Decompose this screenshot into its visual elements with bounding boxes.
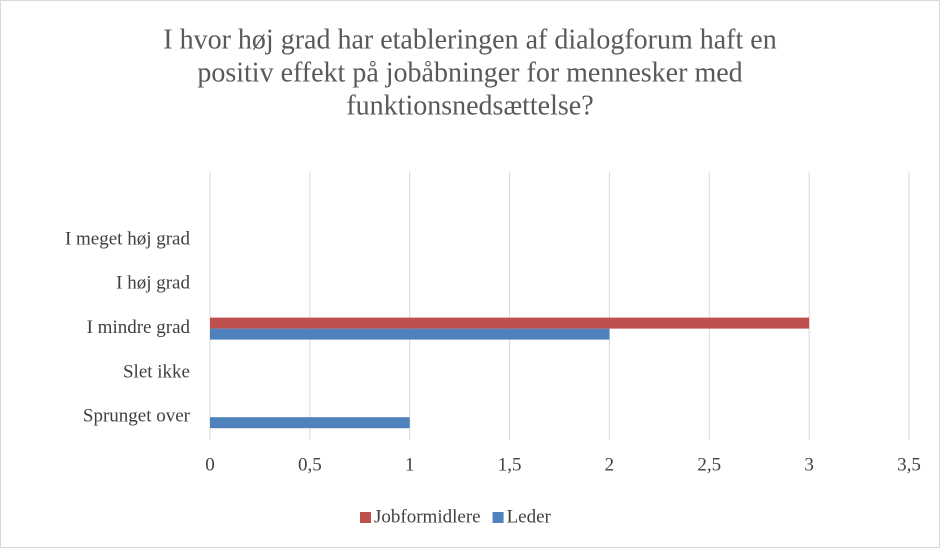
x-tick-label: 2	[605, 454, 615, 475]
legend-label: Jobformidlere	[374, 506, 481, 527]
y-tick-label: I mindre grad	[87, 317, 191, 338]
legend-swatch	[492, 512, 504, 523]
x-tick-label: 3,5	[897, 454, 921, 475]
x-tick-label: 1	[405, 454, 415, 475]
y-tick-label: I høj grad	[116, 273, 190, 294]
bar	[210, 417, 410, 429]
x-tick-label: 1,5	[498, 454, 522, 475]
chart-title: positiv effekt på jobåbninger for mennes…	[197, 57, 742, 88]
x-tick-label: 2,5	[697, 454, 721, 475]
chart-title: funktionsnedsættelse?	[346, 90, 593, 121]
x-tick-label: 3	[804, 454, 814, 475]
legend-swatch	[360, 512, 371, 523]
legend-label: Leder	[507, 506, 552, 527]
bar	[210, 328, 610, 340]
y-tick-label: Sprunget over	[83, 406, 191, 427]
chart-title: I hvor høj grad har etableringen af dial…	[163, 24, 776, 55]
y-tick-label: Slet ikke	[123, 361, 190, 382]
x-tick-label: 0	[205, 454, 215, 475]
bar	[210, 317, 810, 329]
x-tick-label: 0,5	[298, 454, 322, 475]
y-tick-label: I meget høj grad	[65, 228, 191, 249]
